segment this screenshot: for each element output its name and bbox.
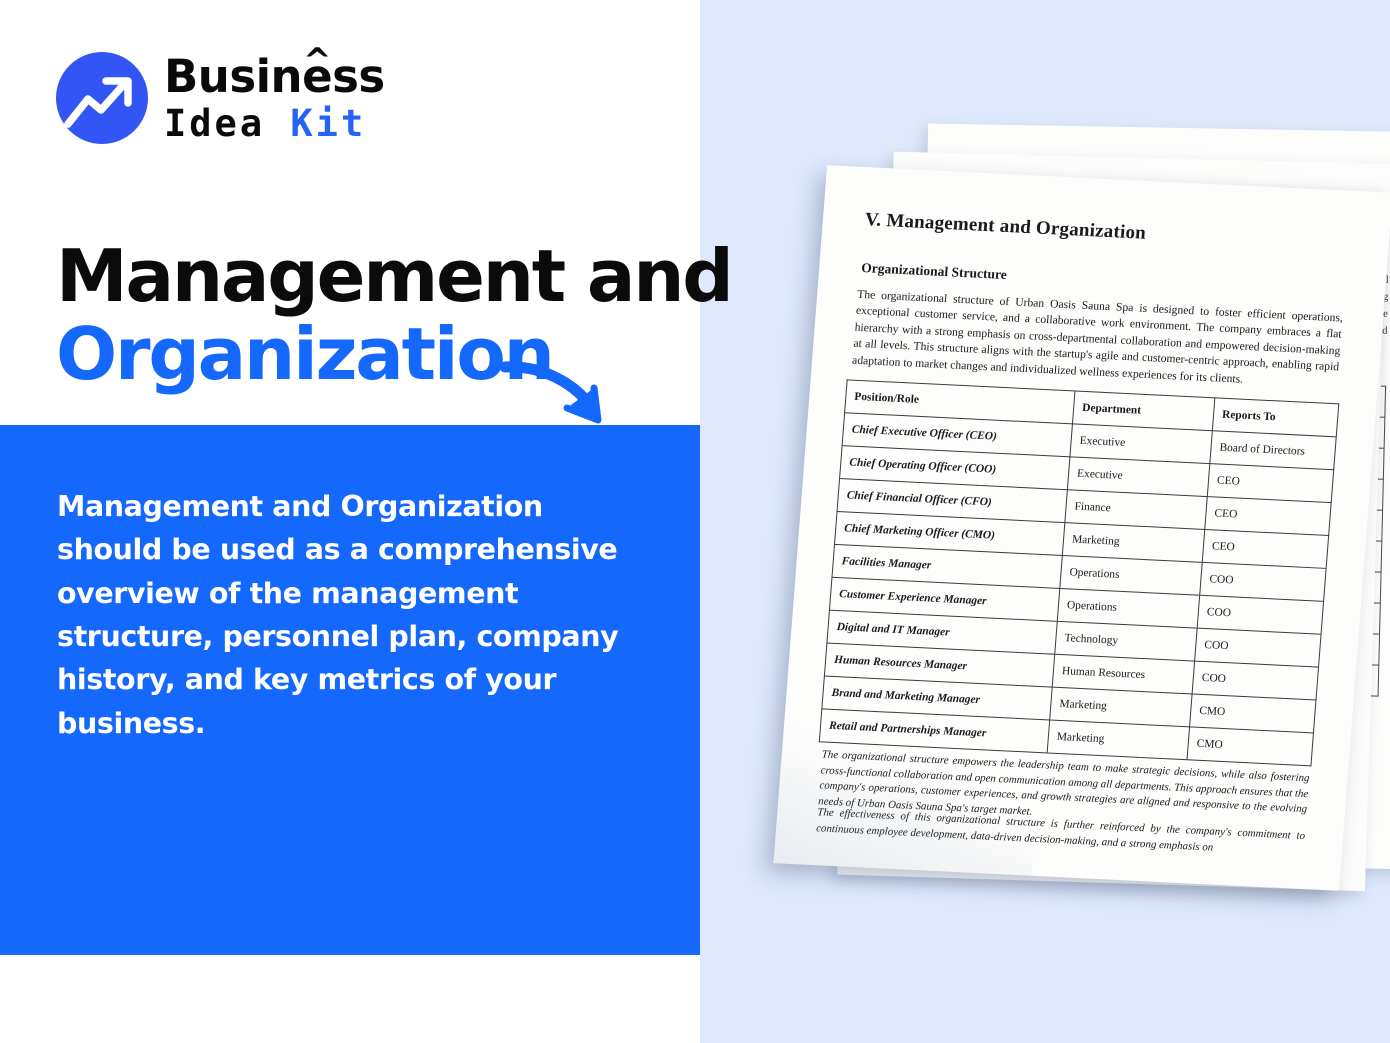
curved-down-right-arrow-icon xyxy=(499,361,602,424)
page-title: Management and Organization xyxy=(56,234,734,396)
footer-white-panel xyxy=(0,955,700,1043)
document-sheet-front-wrapper: V. Management and Organization Organizat… xyxy=(773,165,1390,891)
description-text: Management and Organization should be us… xyxy=(57,490,619,740)
cell-department: Marketing xyxy=(1047,720,1190,760)
brand-line-business: Business ^ xyxy=(164,44,385,99)
cell-reports-to: CMO xyxy=(1187,726,1314,766)
brand-logo[interactable]: Business ^ Idea Kit xyxy=(56,44,385,144)
circumflex-accent-icon: ^ xyxy=(303,41,332,81)
document-stack-illustration: The organizational structure of Urban Oa… xyxy=(700,0,1390,1043)
brand-wordmark: Business ^ Idea Kit xyxy=(164,44,385,142)
brand-idea-text: Idea xyxy=(164,102,291,145)
page-title-line-1: Management and xyxy=(56,234,734,318)
brand-kit-text: Kit xyxy=(290,102,367,145)
document-sheet-front: V. Management and Organization Organizat… xyxy=(773,165,1390,891)
organizational-structure-table: Position/Role Department Reports To Chie… xyxy=(819,379,1340,766)
description-blue-panel xyxy=(0,425,700,955)
page-title-line-2: Organization xyxy=(56,312,555,396)
brand-line-business-text: Business xyxy=(164,50,385,103)
brand-line-idea-kit: Idea Kit xyxy=(164,105,385,142)
document-subheading: Organizational Structure xyxy=(860,259,1008,283)
document-heading: V. Management and Organization xyxy=(864,209,1147,244)
document-intro-paragraph: The organizational structure of Urban Oa… xyxy=(851,287,1344,386)
growth-arrow-icon xyxy=(56,52,148,144)
